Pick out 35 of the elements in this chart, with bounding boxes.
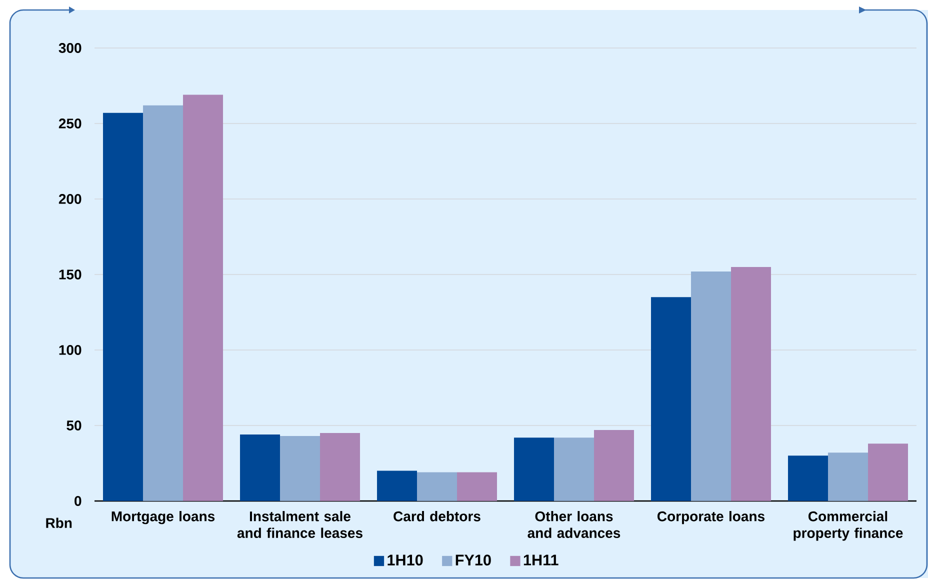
y-tick-label: 100 xyxy=(59,345,82,355)
bar xyxy=(377,470,418,501)
bar xyxy=(691,271,731,501)
y-tick-label: 200 xyxy=(58,194,82,204)
bar xyxy=(103,112,144,501)
x-tick-label: Commercial property finance xyxy=(794,511,903,541)
y-axis-title: Rbn xyxy=(46,518,72,528)
x-tick-label: Mortgage loans xyxy=(112,511,215,524)
bar xyxy=(320,433,360,501)
y-tick-label: 150 xyxy=(59,270,82,280)
bar xyxy=(240,434,280,501)
bar xyxy=(183,94,224,501)
y-tick-label: 0 xyxy=(74,496,82,506)
x-tick-label: Card debtors xyxy=(394,511,480,522)
y-tick-label: 50 xyxy=(66,420,82,430)
bar xyxy=(143,105,184,501)
legend-label: FY10 xyxy=(456,554,491,566)
bar xyxy=(651,297,692,501)
bar xyxy=(828,452,868,501)
bar xyxy=(868,444,908,501)
bar xyxy=(514,438,554,501)
x-tick-label: Corporate loans xyxy=(658,511,764,524)
x-tick-label: Instalment sale and finance leases xyxy=(237,511,362,538)
legend-label: 1H11 xyxy=(524,554,558,566)
y-tick-label: 250 xyxy=(58,118,82,128)
y-tick-label: 300 xyxy=(58,43,82,53)
bar xyxy=(788,456,828,501)
bar xyxy=(457,472,497,501)
bar xyxy=(417,472,458,501)
bar xyxy=(731,266,771,501)
x-tick-label: Other loans and advances xyxy=(528,511,620,538)
legend-label: 1H10 xyxy=(388,554,423,566)
bar xyxy=(554,438,594,501)
bar xyxy=(280,436,320,501)
bar xyxy=(594,430,634,501)
